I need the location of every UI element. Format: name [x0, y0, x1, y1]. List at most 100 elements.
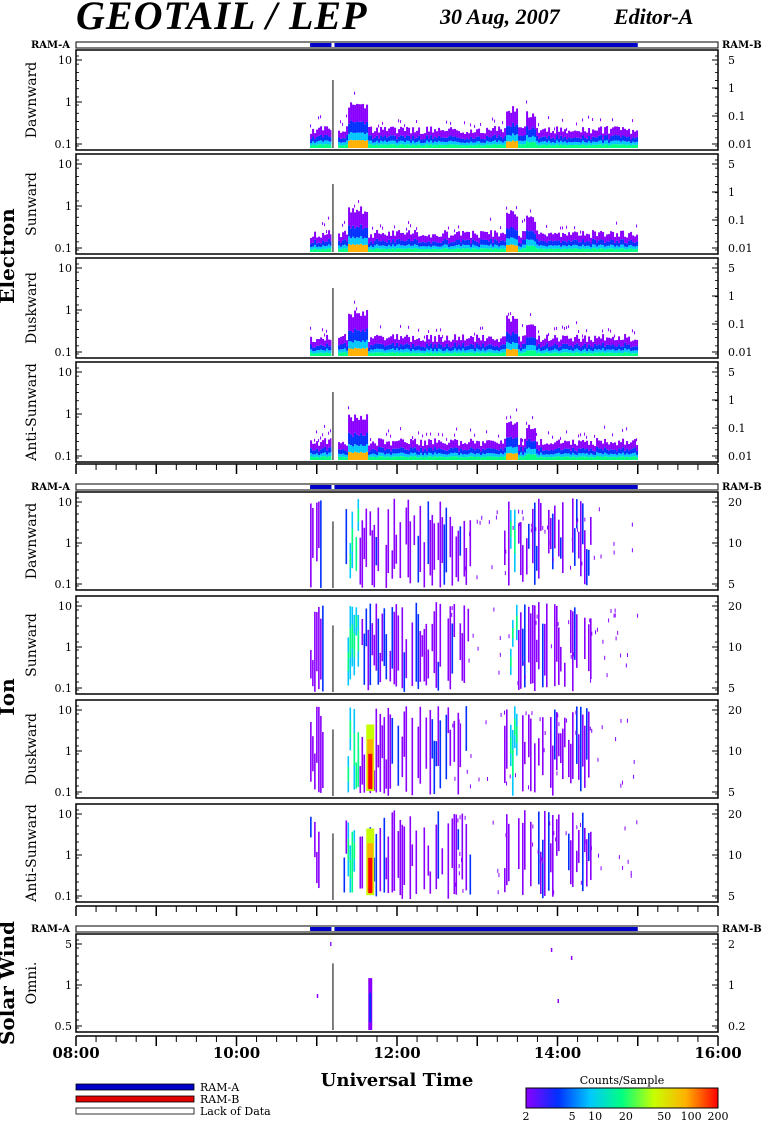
spectrum-cell — [568, 352, 571, 356]
spectrum-cell — [574, 231, 577, 240]
spectrum-cell — [548, 350, 551, 354]
spectrum-cell — [614, 350, 617, 354]
spectrum-cell — [570, 241, 573, 246]
spectrum-cell — [360, 132, 363, 141]
spectrum-cell — [326, 126, 329, 136]
spectrum-cell — [362, 140, 365, 148]
spectrum-cell — [324, 246, 327, 249]
ion-speck — [509, 774, 511, 779]
spectrum-cell — [350, 417, 353, 435]
editor-label: Editor-A — [614, 4, 694, 29]
spectrum-cell — [488, 448, 491, 454]
spectrum-cell — [488, 137, 491, 142]
spectrum-cell — [318, 127, 321, 136]
spectrum-cell — [310, 139, 313, 144]
spectrum-cell — [368, 144, 371, 148]
ion-cell — [373, 634, 376, 666]
spectrum-cell — [400, 135, 403, 141]
spectrum-cell — [590, 145, 593, 148]
spectrum-cell — [462, 145, 465, 148]
spectrum-cell — [472, 448, 475, 454]
spectrum-cell — [632, 456, 635, 460]
spectrum-cell — [398, 346, 401, 351]
spectrum-cell — [322, 248, 325, 252]
spectrum-cell — [562, 240, 565, 246]
ion-cell — [528, 714, 530, 758]
spectrum-cell — [626, 344, 629, 350]
spectrum-cell — [564, 241, 567, 246]
spectrum-cell — [342, 138, 345, 143]
spectrum-cell — [518, 450, 521, 455]
ion-cell — [530, 821, 532, 887]
spectrum-cell — [360, 341, 363, 349]
ion-cell — [383, 717, 386, 794]
spectrum-cell — [500, 248, 503, 252]
spectrum-cell — [524, 348, 527, 353]
spectrum-cell — [348, 207, 351, 226]
x-axis-label: Universal Time — [321, 1070, 474, 1091]
spectrum-cell — [396, 342, 399, 349]
spectrum-cell — [610, 144, 613, 148]
spectrum-cell — [528, 345, 531, 351]
panel-label: Omni. — [24, 962, 40, 1005]
spectrum-cell — [446, 348, 449, 353]
spectrum-cell — [434, 456, 437, 460]
spectrum-cell — [396, 348, 399, 353]
spectrum-cell — [482, 138, 485, 143]
spectrum-cell — [380, 241, 383, 246]
ion-cell — [385, 544, 388, 588]
spectrum-speck — [454, 229, 456, 233]
spectrum-cell — [356, 417, 359, 435]
spectrum-speck — [358, 200, 360, 204]
ion-speck — [522, 516, 524, 521]
spectrum-cell — [324, 452, 327, 457]
ion-speck — [558, 722, 560, 727]
y-tick-label: 5 — [728, 366, 735, 379]
spectrum-cell — [458, 349, 461, 353]
spectrum-cell — [354, 310, 357, 329]
spectrum-cell — [614, 340, 617, 347]
spectrum-cell — [452, 141, 455, 145]
spectrum-cell — [542, 457, 545, 460]
spectrum-cell — [350, 331, 353, 342]
spectrum-cell — [554, 233, 557, 241]
spectrum-cell — [386, 142, 389, 145]
spectrum-cell — [490, 230, 493, 239]
spectrum-cell — [418, 246, 421, 250]
colorbar-title: Counts/Sample — [580, 1074, 665, 1087]
spectrum-cell — [590, 448, 593, 454]
spectrum-cell — [462, 348, 465, 353]
spectrum-cell — [430, 343, 433, 349]
spectrum-cell — [618, 349, 621, 353]
spectrum-cell — [496, 453, 499, 457]
spectrum-cell — [522, 343, 525, 349]
spectrum-speck — [562, 325, 564, 329]
ion-cell — [423, 542, 426, 588]
spectrum-cell — [514, 349, 517, 356]
spectrum-cell — [628, 457, 631, 460]
ion-speck — [556, 771, 558, 776]
spectrum-cell — [628, 136, 631, 142]
spectrum-cell — [550, 353, 553, 356]
spectrum-cell — [412, 456, 415, 460]
spectrum-cell — [506, 453, 509, 460]
spectrum-cell — [542, 353, 545, 356]
spectrum-cell — [400, 233, 403, 241]
spectrum-cell — [382, 137, 385, 142]
ion-cell — [534, 743, 536, 793]
spectrum-cell — [544, 450, 547, 455]
spectrum-cell — [522, 451, 525, 455]
spectrum-cell — [408, 244, 411, 249]
spectrum-speck — [430, 432, 432, 436]
spectrum-cell — [616, 140, 619, 145]
spectrum-cell — [632, 440, 635, 449]
ion-core — [516, 615, 518, 630]
ion-core — [347, 767, 350, 782]
spectrum-cell — [524, 239, 527, 245]
spectrum-cell — [548, 454, 551, 458]
spectrum-cell — [404, 241, 407, 246]
spectrum-cell — [310, 145, 313, 148]
spectrum-cell — [484, 353, 487, 356]
spectrum-cell — [458, 352, 461, 356]
spectrum-cell — [454, 234, 457, 242]
